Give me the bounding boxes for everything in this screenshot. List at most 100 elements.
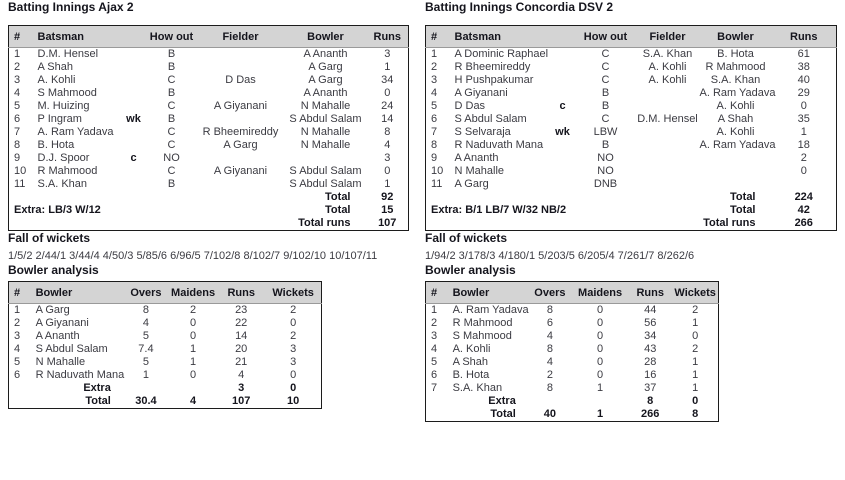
extra-runs: 8	[647, 395, 654, 407]
batting-row: 3 A. Kohli C D Das A Garg 34	[9, 74, 409, 87]
runs: 1	[800, 126, 807, 138]
batting-row: 2 A Shah B A Garg 1	[9, 61, 409, 74]
fielder	[197, 113, 285, 126]
batting-innings-title: Batting Innings Ajax 2	[8, 0, 134, 14]
bowler: A. Ram Yadava	[699, 139, 776, 151]
batsman-number: 5	[431, 100, 438, 112]
maidens: 1	[597, 382, 604, 394]
runs: 21	[235, 356, 248, 368]
fall-of-wickets-values: 1/94/2 3/178/3 4/180/1 5/203/5 6/205/4 7…	[425, 250, 695, 262]
overs: 2	[546, 369, 553, 381]
extras-detail: Extra: B/1 LB/7 W/32 NB/2	[431, 204, 567, 216]
batsman-number: 6	[14, 113, 21, 125]
fielder: A Giyanani	[213, 165, 268, 177]
fielder	[197, 87, 285, 100]
overs: 5	[142, 356, 149, 368]
fielder	[636, 139, 700, 152]
batsman-number: 7	[14, 126, 21, 138]
batsman-number: 10	[14, 165, 27, 177]
total-wickets: 8	[692, 408, 699, 420]
batting-row: 2 R Bheemireddy C A. Kohli R Mahmood 38	[426, 61, 837, 74]
runs: 29	[797, 87, 810, 99]
batsman-name: R Bheemireddy	[454, 61, 531, 73]
bowler-number: 2	[14, 317, 21, 329]
bowling-extra-row: Extra 8 0	[426, 395, 719, 408]
bowler	[700, 178, 772, 191]
bowler-name: A Giyanani	[35, 317, 89, 329]
batting-row: 9 D.J. Spoor c NO 3	[9, 152, 409, 165]
overs: 8	[546, 343, 553, 355]
how-out: NO	[597, 152, 614, 164]
how-out: C	[167, 74, 176, 86]
total-runs-label: Total runs	[298, 217, 351, 229]
bowler-name: A. Ram Yadava	[452, 304, 529, 316]
maidens: 2	[189, 304, 197, 316]
extra-wickets: 0	[692, 395, 699, 407]
overs: 5	[142, 330, 149, 342]
fielder	[636, 87, 700, 100]
bowler-name: S.A. Khan	[452, 382, 503, 394]
batsman-designation	[121, 139, 147, 152]
bowler: S Abdul Salam	[289, 178, 362, 190]
bowler	[700, 152, 772, 165]
total-runs-row: Total runs 107	[9, 217, 409, 231]
batsman-number: 3	[431, 74, 438, 86]
total-label: Total	[730, 191, 756, 203]
bowler-analysis-title: Bowler analysis	[8, 263, 99, 277]
bowler: S Abdul Salam	[289, 165, 362, 177]
col-wickets: Wickets	[672, 281, 719, 304]
col-runs: Runs	[217, 281, 266, 304]
wickets: 3	[290, 343, 297, 355]
fielder: D.M. Hensel	[637, 113, 698, 125]
runs: 8	[384, 126, 391, 138]
batsman-name: S Mahmood	[37, 87, 97, 99]
extras-total-value: 42	[797, 204, 810, 216]
bowling-total-row: Total 40 1 266 8	[426, 408, 719, 422]
batsman-number: 2	[431, 61, 438, 73]
total-overs: 30.4	[135, 395, 157, 407]
batting-row: 10 R Mahmood C A Giyanani S Abdul Salam …	[9, 165, 409, 178]
bowler: N Mahalle	[300, 100, 351, 112]
col-number: #	[8, 25, 33, 48]
batsman-name: P Ingram	[37, 113, 82, 125]
batsman-name: B. Hota	[37, 139, 75, 151]
runs: 34	[381, 74, 394, 86]
bowler-analysis-table: # Bowler Overs Maidens Runs Wickets 1 A.…	[425, 281, 719, 422]
batsman-name: A Giyanani	[454, 87, 508, 99]
batsman-number: 7	[431, 126, 438, 138]
total-runs-value: 107	[378, 217, 397, 229]
batsman-designation: wk	[555, 126, 570, 138]
batting-table: # Batsman How out Fielder Bowler Runs 1 …	[8, 25, 409, 231]
runs: 43	[644, 343, 657, 355]
batsman-name: A. Kohli	[37, 74, 76, 86]
batting-table: # Batsman How out Fielder Bowler Runs 1 …	[425, 25, 837, 231]
batsman-designation	[550, 74, 576, 87]
wickets: 3	[290, 356, 297, 368]
overs: 8	[546, 382, 553, 394]
col-bowler: Bowler	[284, 25, 367, 48]
maidens: 0	[189, 369, 197, 381]
batsman-name: D.M. Hensel	[37, 48, 99, 60]
col-how-out: How out	[146, 25, 197, 48]
runs: 38	[797, 61, 810, 73]
batsman-name: A. Ram Yadava	[37, 126, 114, 138]
bowler-number: 7	[431, 382, 438, 394]
total-label: Total	[85, 395, 111, 407]
how-out: NO	[163, 152, 180, 164]
bowling-row: 5 A Shah 4 0 28 1	[426, 356, 719, 369]
bowler-name: A Shah	[452, 356, 489, 368]
runs: 61	[797, 48, 810, 60]
total-value: 224	[794, 191, 813, 203]
batting-row: 9 A Ananth NO 2	[426, 152, 837, 165]
runs: 4	[384, 139, 391, 151]
bowler: N Mahalle	[300, 139, 351, 151]
col-number: #	[425, 281, 448, 304]
total-maidens: 4	[189, 395, 197, 407]
batting-header-row: # Batsman How out Fielder Bowler Runs	[425, 25, 837, 48]
how-out: C	[167, 126, 176, 138]
how-out: B	[601, 100, 610, 112]
how-out: LBW	[593, 126, 618, 138]
batsman-name: A Garg	[454, 178, 489, 190]
total-runs: 107	[232, 395, 251, 407]
fall-of-wickets-values: 1/5/2 2/44/1 3/44/4 4/50/3 5/85/6 6/96/5…	[8, 250, 378, 262]
